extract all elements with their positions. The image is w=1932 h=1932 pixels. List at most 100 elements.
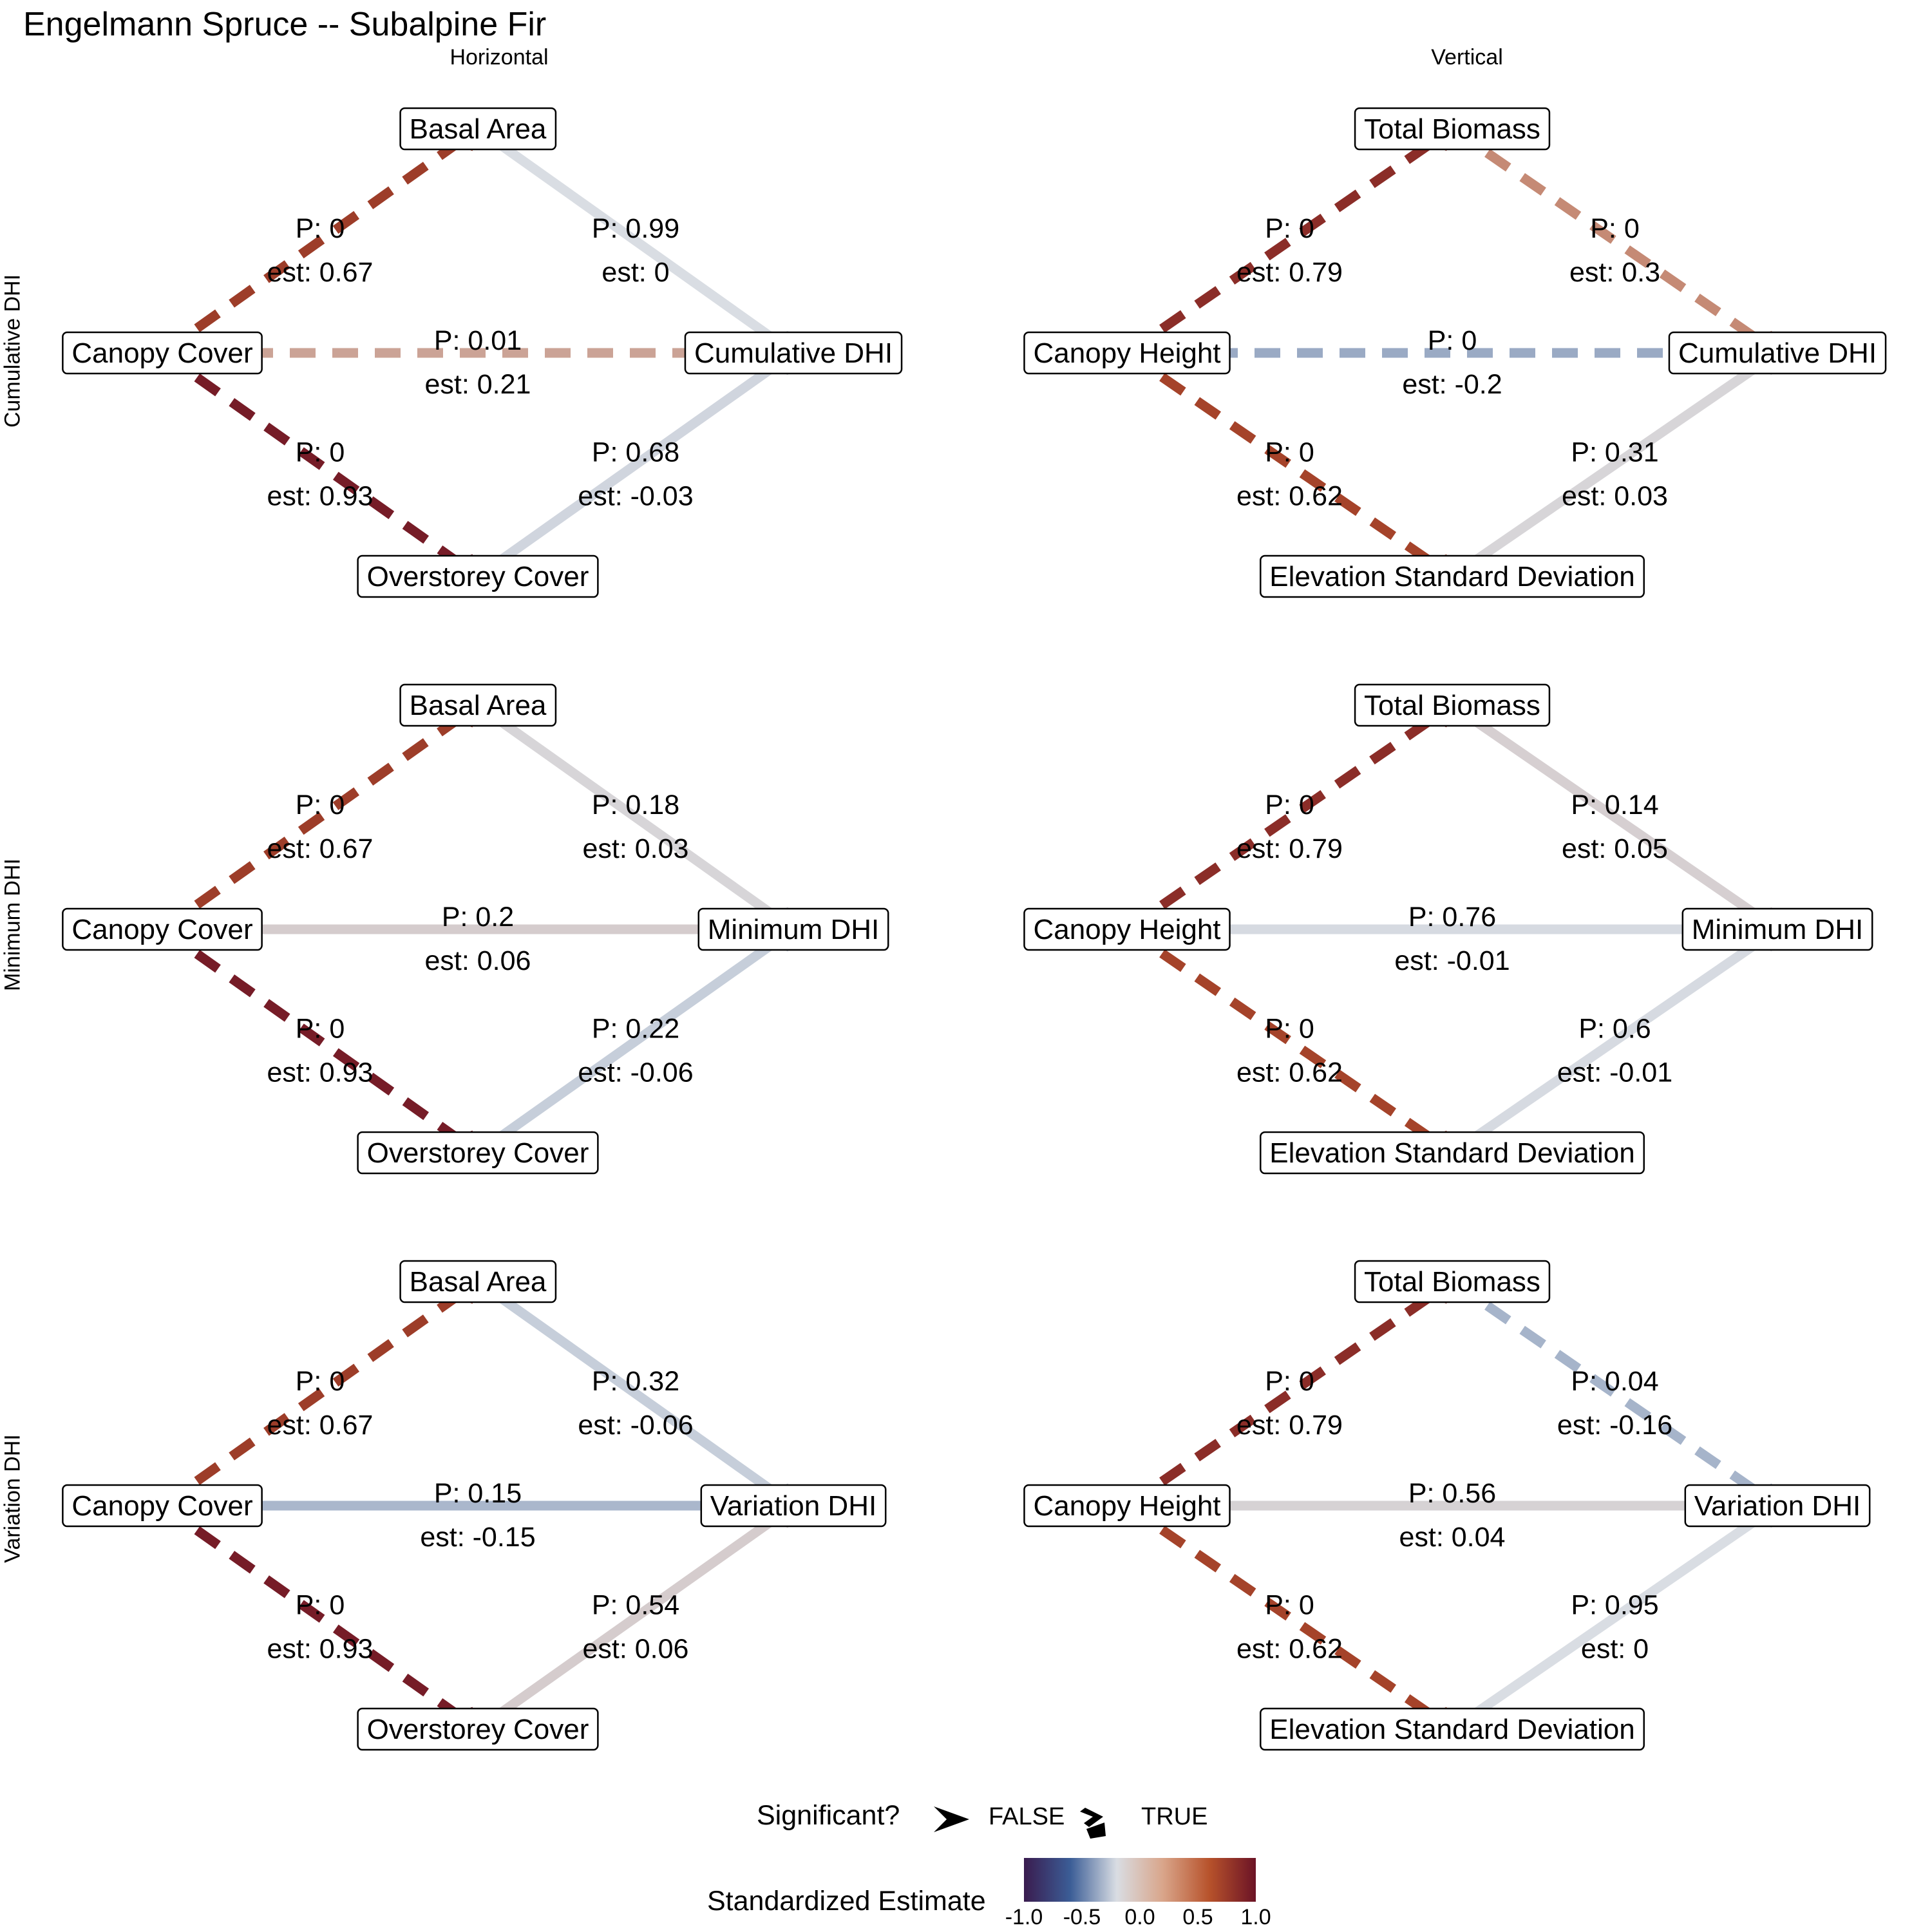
edge-est-label: est: -0.15 <box>420 1522 535 1553</box>
edge-p-label: P: 0 <box>1265 437 1314 468</box>
node-bottom: Overstorey Cover <box>357 1131 599 1175</box>
node-box <box>62 907 263 951</box>
colorbar-tick: -0.5 <box>1063 1905 1101 1929</box>
node-label: Cumulative DHI <box>1678 337 1877 369</box>
edge-est-label: est: 0.04 <box>1399 1522 1506 1553</box>
edge-est-label: est: 0.03 <box>1562 481 1668 512</box>
edge-est-label: est: -0.01 <box>1557 1057 1672 1088</box>
node-box <box>1023 331 1231 375</box>
edge-p-label: P: 0.99 <box>592 213 679 244</box>
node-label: Overstorey Cover <box>367 1714 589 1745</box>
node-right: Variation DHI <box>1684 1484 1871 1528</box>
edge-line <box>475 701 797 934</box>
node-box <box>697 907 889 951</box>
edge-p-label: P: 0.18 <box>592 790 679 820</box>
edge-est-label: est: -0.06 <box>578 1057 693 1088</box>
node-layer: Canopy Cover Basal Area Overstorey Cover Cu… <box>62 107 1887 1751</box>
edge-p-label: P: 0 <box>1265 790 1314 820</box>
edge-p-label: P: 0.6 <box>1578 1014 1651 1045</box>
edge-est-label: est: 0.67 <box>267 833 374 864</box>
node-box <box>399 107 557 151</box>
legend-significance-keys <box>934 1806 1106 1839</box>
legend-significant-true: TRUE <box>1141 1803 1208 1830</box>
edge-p-label: P: 0.04 <box>1571 1366 1658 1397</box>
estimate-colorbar <box>1024 1858 1256 1902</box>
edge-p-label: P: 0 <box>296 213 345 244</box>
node-box <box>1023 1484 1231 1528</box>
edge-est-label: est: 0.79 <box>1236 257 1343 288</box>
node-label: Variation DHI <box>710 1490 876 1522</box>
edge-p-label: P: 0.76 <box>1408 902 1496 933</box>
edge-p-label: P: 0.2 <box>442 902 514 933</box>
node-box <box>1354 107 1551 151</box>
edge-p-label: P: 0 <box>296 437 345 468</box>
node-box <box>1260 1707 1645 1751</box>
edge-line <box>475 348 797 581</box>
node-left: Canopy Cover <box>62 907 263 951</box>
node-box <box>62 1484 263 1528</box>
edge-est-label: est: -0.01 <box>1394 945 1510 976</box>
node-label: Cumulative DHI <box>694 337 893 369</box>
edge-label-layer: P: 0 est: 0.67 P: 0 est: 0.93 P: 0.01 est: 0.… <box>267 213 1673 1665</box>
edge-p-label: P: 0.15 <box>434 1478 522 1509</box>
node-label: Elevation Standard Deviation <box>1269 1714 1634 1745</box>
edge-p-label: P: 0 <box>296 790 345 820</box>
legend-significance-title: Significant? <box>757 1800 900 1831</box>
edge-est-label: est: -0.2 <box>1402 369 1502 400</box>
colorbar-tick: 0.0 <box>1124 1905 1155 1929</box>
edge-est-label: est: 0.79 <box>1236 833 1343 864</box>
colorbar-tick: 0.5 <box>1182 1905 1213 1929</box>
edge-p-label: P: 0 <box>1265 213 1314 244</box>
node-box <box>357 554 599 598</box>
node-top: Total Biomass <box>1354 1260 1551 1303</box>
edge-line <box>1449 1277 1781 1510</box>
edge-p-label: P: 0 <box>1265 1366 1314 1397</box>
edge-p-label: P: 0 <box>296 1014 345 1045</box>
edge-line <box>1124 1501 1455 1734</box>
node-left: Canopy Height <box>1023 1484 1231 1528</box>
node-right: Variation DHI <box>700 1484 887 1528</box>
edge-est-label: est: 0.67 <box>267 1410 374 1441</box>
node-bottom: Overstorey Cover <box>357 554 599 598</box>
edge-est-label: est: 0.06 <box>583 1634 689 1665</box>
node-box <box>399 683 557 727</box>
node-label: Canopy Height <box>1033 1490 1220 1522</box>
edge-p-label: P: 0 <box>1265 1590 1314 1621</box>
edge-p-label: P: 0.22 <box>592 1014 679 1045</box>
edge-est-label: est: 0 <box>601 257 669 288</box>
edge-line <box>1449 124 1781 357</box>
node-box <box>1681 907 1873 951</box>
edge-est-label: est: 0.06 <box>425 945 531 976</box>
edge-line <box>475 1501 797 1734</box>
edge-line <box>1449 925 1781 1157</box>
edge-est-label: est: -0.16 <box>1557 1410 1672 1441</box>
legend-arrow-dashed-icon <box>1080 1808 1106 1839</box>
node-label: Overstorey Cover <box>367 561 589 592</box>
edge-est-label: est: 0.67 <box>267 257 374 288</box>
edge-line <box>1124 1277 1455 1510</box>
edge-p-label: P: 0.31 <box>1571 437 1658 468</box>
node-label: Minimum DHI <box>708 914 879 945</box>
node-label: Elevation Standard Deviation <box>1269 561 1634 592</box>
node-bottom: Elevation Standard Deviation <box>1260 1131 1645 1175</box>
node-top: Total Biomass <box>1354 683 1551 727</box>
edge-layer <box>159 124 1785 1734</box>
edge-p-label: P: 0 <box>1428 325 1477 356</box>
edge-line <box>1449 1501 1781 1734</box>
edge-line <box>159 701 481 934</box>
node-label: Basal Area <box>410 690 547 721</box>
node-left: Canopy Height <box>1023 331 1231 375</box>
edge-line <box>159 925 481 1157</box>
figure-title: Engelmann Spruce -- Subalpine Fir <box>23 6 547 43</box>
edge-p-label: P: 0 <box>296 1366 345 1397</box>
edge-line <box>475 925 797 1157</box>
edge-line <box>475 124 797 357</box>
edge-est-label: est: 0.62 <box>1236 481 1343 512</box>
edge-p-label: P: 0.56 <box>1408 1478 1496 1509</box>
edge-est-label: est: 0.21 <box>425 369 531 400</box>
edge-est-label: est: 0.05 <box>1562 833 1668 864</box>
edge-p-label: P: 0.32 <box>592 1366 679 1397</box>
edge-line <box>475 1277 797 1510</box>
node-box <box>1668 331 1887 375</box>
node-bottom: Elevation Standard Deviation <box>1260 1707 1645 1751</box>
